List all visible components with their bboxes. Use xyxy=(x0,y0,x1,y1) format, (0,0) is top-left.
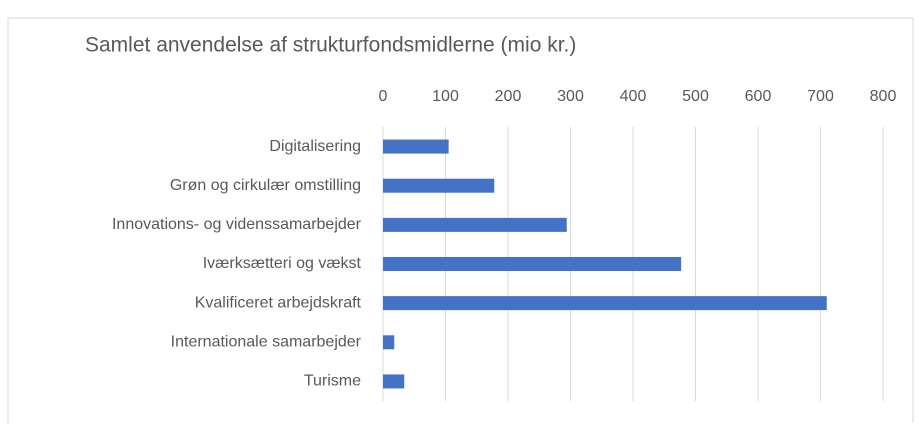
y-tick-label: Iværksætteri og vækst xyxy=(203,255,362,272)
y-tick-label: Digitalisering xyxy=(269,138,361,155)
bar xyxy=(383,374,405,389)
x-tick-label: 800 xyxy=(870,88,897,105)
x-tick-label: 300 xyxy=(557,88,584,105)
bar xyxy=(383,178,495,193)
y-tick-label: Turisme xyxy=(304,373,361,390)
y-tick-label: Internationale samarbejder xyxy=(171,334,362,351)
y-tick-label: Grøn og cirkulær omstilling xyxy=(170,177,361,194)
x-tick-label: 100 xyxy=(432,88,459,105)
bar xyxy=(383,217,567,232)
bar xyxy=(383,257,682,271)
x-tick-label: 400 xyxy=(620,88,647,105)
y-tick-label: Kvalificeret arbejdskraft xyxy=(195,294,362,311)
x-tick-label: 600 xyxy=(745,88,772,105)
x-tick-label: 0 xyxy=(379,88,388,105)
x-tick-label: 500 xyxy=(682,88,709,105)
bar xyxy=(383,139,449,154)
bar xyxy=(383,296,827,311)
x-tick-label: 700 xyxy=(807,88,834,105)
chart-border xyxy=(7,17,914,428)
chart-title: Samlet anvendelse af strukturfondsmidler… xyxy=(85,34,576,57)
bar xyxy=(383,335,395,350)
x-tick-label: 200 xyxy=(495,88,522,105)
y-tick-label: Innovations- og videnssamarbejder xyxy=(112,216,362,233)
